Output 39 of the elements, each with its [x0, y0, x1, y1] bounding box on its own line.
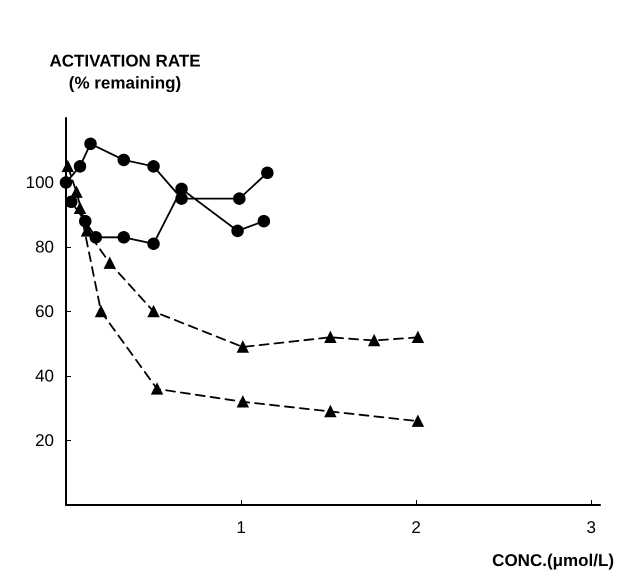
point	[81, 225, 93, 237]
x-axis-title: CONC.(μmol/L)	[492, 551, 614, 570]
point	[118, 231, 130, 244]
y-axis-title: ACTIVATION RATE (% remaining)	[49, 52, 201, 92]
point	[62, 160, 74, 172]
point	[412, 332, 424, 344]
point	[79, 214, 92, 228]
point	[151, 383, 163, 395]
x-tick-label: 1	[236, 518, 246, 537]
point	[261, 166, 274, 180]
point	[368, 334, 380, 346]
point	[324, 406, 336, 418]
point	[70, 186, 82, 198]
point	[74, 160, 86, 173]
point	[324, 332, 336, 344]
point	[104, 257, 116, 269]
point	[258, 214, 270, 228]
y-tick-label: 60	[35, 302, 54, 321]
point	[60, 176, 72, 189]
point	[237, 341, 249, 353]
point	[147, 160, 160, 173]
y-tick-label: 80	[35, 238, 54, 256]
point	[147, 238, 160, 250]
point	[95, 306, 107, 318]
point	[84, 138, 97, 150]
y-tick-label: 40	[35, 366, 54, 386]
point	[233, 192, 246, 205]
point	[74, 202, 86, 214]
point	[90, 231, 102, 244]
y-tick-label: 100	[26, 173, 54, 192]
point	[118, 154, 130, 166]
point	[231, 224, 244, 238]
point	[175, 182, 188, 196]
point	[412, 415, 424, 427]
y-tick-label: 20	[35, 431, 54, 450]
point	[148, 306, 160, 318]
x-tick-label: 2	[411, 518, 421, 537]
point	[237, 396, 249, 408]
x-tick-label: 3	[586, 518, 596, 537]
